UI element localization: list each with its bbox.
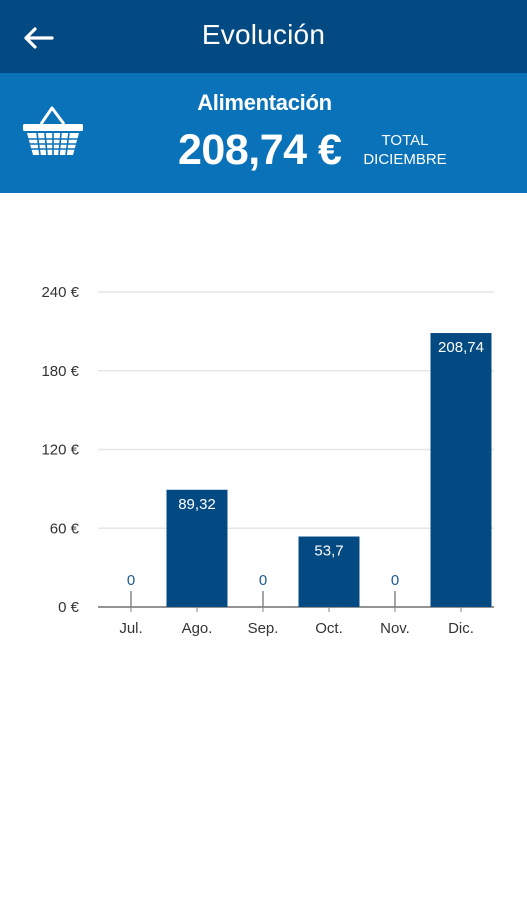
page-title: Evolución <box>201 19 326 50</box>
bar-value-label: 0 <box>127 572 135 589</box>
top-app-bar: Evolución <box>0 0 527 73</box>
x-tick-label: Dic. <box>448 620 474 637</box>
total-label-line1: TOTAL <box>381 132 429 149</box>
bar <box>166 489 228 607</box>
total-amount: 208,74 € <box>178 126 342 174</box>
category-name: Alimentación <box>0 90 527 116</box>
evolution-chart: 0 € 60 € 120 € 180 € 240 € 0 Jul. 89,32 Ago. 0 Sep… <box>0 270 527 650</box>
shopping-basket-icon <box>23 106 83 156</box>
x-tick-label: Oct. <box>315 620 343 637</box>
category-label: Alimentación <box>197 90 332 115</box>
arrow-left-icon <box>24 27 54 49</box>
summary-header: Alimentación 208,74 € TOTAL DICIEMBRE <box>0 73 527 193</box>
y-tick-label: 240 € <box>41 284 79 301</box>
total-period-label: TOTAL DICIEMBRE <box>362 131 448 169</box>
y-tick-label: 0 € <box>58 599 80 616</box>
x-tick-label: Nov. <box>380 620 410 637</box>
bar <box>298 536 360 607</box>
y-tick-label: 60 € <box>50 520 80 537</box>
bar-chart-svg: 0 € 60 € 120 € 180 € 240 € 0 Jul. 89,32 Ago. 0 Sep… <box>41 284 494 637</box>
bar-value-label: 53,7 <box>314 543 343 560</box>
y-tick-label: 120 € <box>41 442 79 459</box>
back-button[interactable] <box>18 18 58 58</box>
x-tick-label: Ago. <box>182 620 213 637</box>
total-label-line2: DICIEMBRE <box>363 151 447 168</box>
bar-value-label: 89,32 <box>178 496 216 513</box>
bar-value-label: 208,74 <box>438 339 484 356</box>
x-tick-label: Jul. <box>119 620 142 637</box>
bar-value-label: 0 <box>259 572 267 589</box>
y-tick-label: 180 € <box>41 363 79 380</box>
bar-value-label: 0 <box>391 572 399 589</box>
x-tick-label: Sep. <box>248 620 279 637</box>
bar <box>430 333 492 607</box>
